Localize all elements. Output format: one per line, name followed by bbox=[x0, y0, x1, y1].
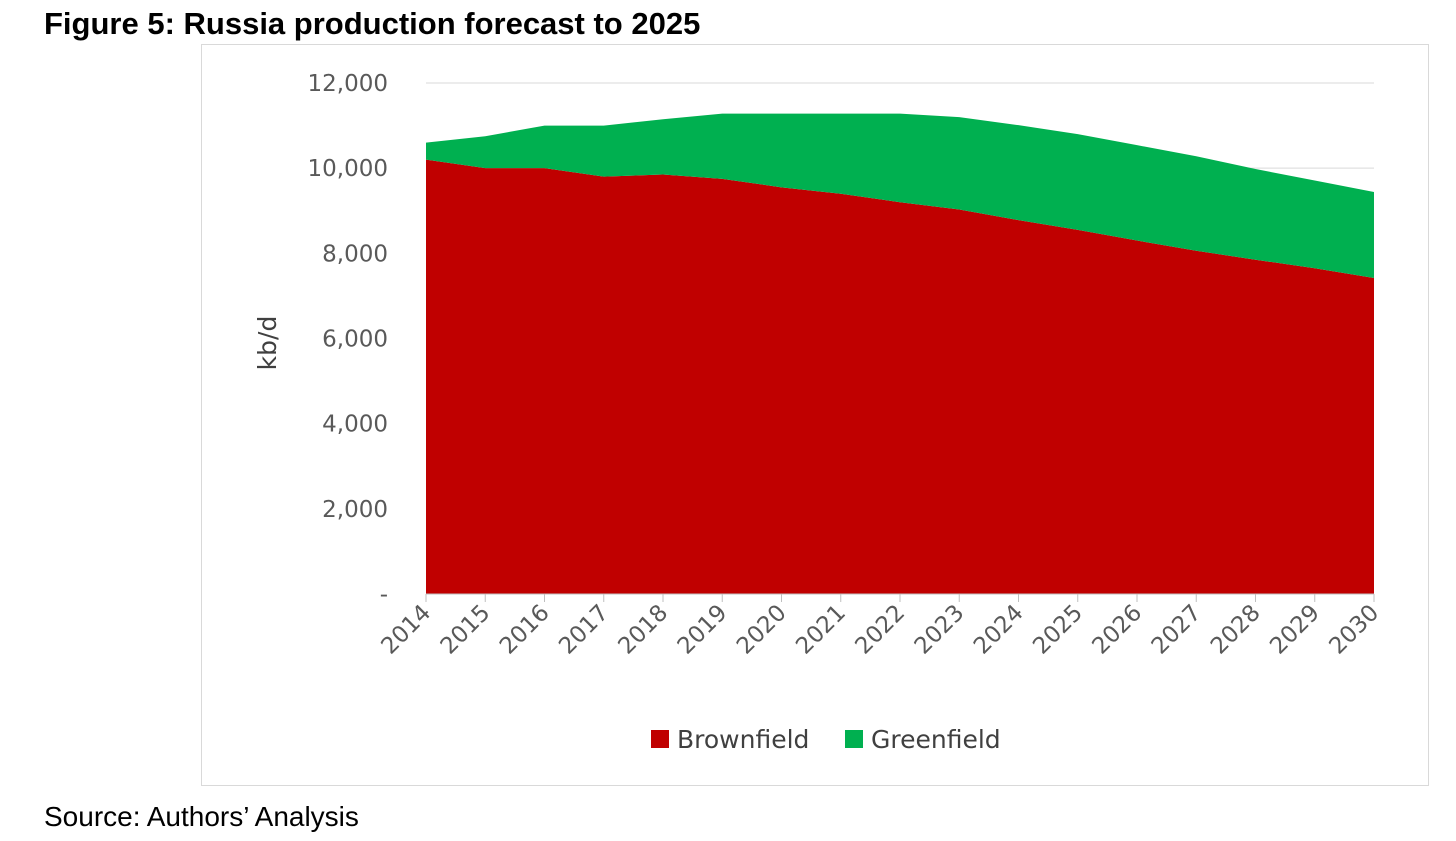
y-tick-label: 6,000 bbox=[322, 327, 388, 353]
legend-label-greenfield: Greenfield bbox=[871, 725, 1001, 754]
legend-label-brownfield: Brownfield bbox=[677, 725, 809, 754]
y-tick-label: - bbox=[380, 582, 388, 608]
y-tick-label: 4,000 bbox=[322, 412, 388, 438]
x-tick-label: 2023 bbox=[910, 600, 970, 660]
series-area-greenfield bbox=[426, 113, 1374, 279]
x-tick-label: 2024 bbox=[969, 600, 1029, 660]
x-tick-label: 2025 bbox=[1028, 600, 1088, 660]
x-tick-label: 2017 bbox=[554, 600, 614, 660]
x-tick-label: 2030 bbox=[1324, 600, 1384, 660]
y-axis-label: kb/d bbox=[253, 316, 282, 371]
area-layer bbox=[426, 113, 1374, 594]
source-note: Source: Authors’ Analysis bbox=[44, 801, 359, 832]
x-tick-label: 2028 bbox=[1206, 600, 1266, 660]
y-tick-label: 10,000 bbox=[308, 156, 388, 182]
figure-title: Figure 5: Russia production forecast to … bbox=[44, 6, 701, 41]
stacked-area-chart: 2014 2015 2016 2017 2018 2019 2020 2021 2022 2023… bbox=[253, 71, 1384, 754]
chart-frame: 2014 2015 2016 2017 2018 2019 2020 2021 2022 2023… bbox=[201, 44, 1429, 786]
legend-swatch-brownfield bbox=[651, 730, 669, 748]
x-tick-label: 2016 bbox=[495, 600, 555, 660]
y-tick-label: 12,000 bbox=[308, 71, 388, 97]
series-area-brownfield bbox=[426, 159, 1374, 594]
legend: Brownfield Greenfield bbox=[651, 725, 1001, 754]
x-tick-label: 2019 bbox=[673, 600, 733, 660]
x-tick-label: 2015 bbox=[436, 600, 496, 660]
y-axis: - 2,000 4,000 6,000 8,000 10,000 12,000 bbox=[308, 71, 388, 608]
x-tick-label: 2018 bbox=[613, 600, 673, 660]
x-tick-label: 2029 bbox=[1265, 600, 1325, 660]
y-tick-label: 8,000 bbox=[322, 241, 388, 267]
legend-swatch-greenfield bbox=[845, 730, 863, 748]
x-tick-label: 2022 bbox=[850, 600, 910, 660]
x-tick-label: 2027 bbox=[1147, 600, 1207, 660]
x-tick-label: 2014 bbox=[376, 600, 436, 660]
x-axis: 2014 2015 2016 2017 2018 2019 2020 2021 2022 2023… bbox=[376, 593, 1384, 660]
x-tick-label: 2021 bbox=[791, 600, 851, 660]
x-tick-label: 2026 bbox=[1087, 600, 1147, 660]
x-tick-label: 2020 bbox=[732, 600, 792, 660]
y-tick-label: 2,000 bbox=[322, 497, 388, 523]
